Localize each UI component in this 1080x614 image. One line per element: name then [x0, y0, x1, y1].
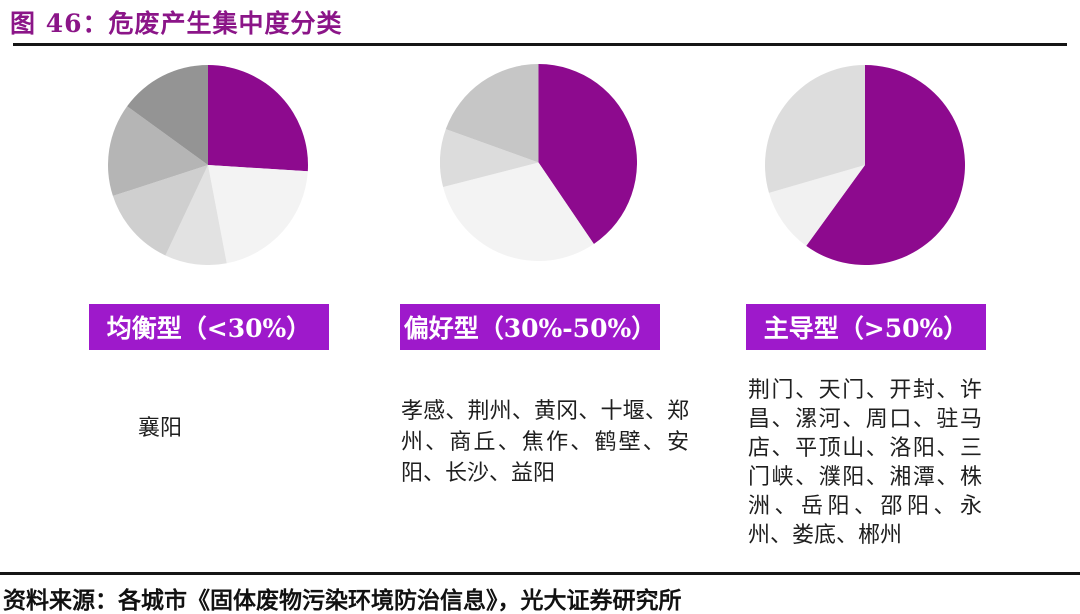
pie-slice [445, 64, 539, 163]
city-list-dominant: 荆门、天门、开封、许昌、漯河、周口、驻马店、平顶山、洛阳、三门峡、濮阳、湘潭、株… [748, 378, 982, 548]
city-list-balanced: 襄阳 [138, 416, 183, 441]
pie-slice [208, 165, 308, 264]
pie-slice [108, 106, 208, 196]
city-list-preference: 孝感、荆州、黄冈、十堰、郑州、商丘、焦作、鹤壁、安阳、长沙、益阳 [401, 399, 689, 486]
pie-slice [440, 129, 539, 187]
pie-slice [112, 165, 208, 256]
pie-slice [443, 162, 594, 261]
pie-chart-balanced [108, 65, 308, 265]
title-divider [13, 43, 1067, 46]
source-note: 资料来源：各城市《固体废物污染环境防治信息》，光大证券研究所 [3, 587, 682, 614]
category-label-balanced: 均衡型（<30%） [106, 314, 312, 343]
category-label-preference: 偏好型（30%-50%） [403, 314, 657, 343]
pie-slice [538, 64, 637, 244]
pie-slice [806, 65, 965, 265]
pie-slice [127, 65, 208, 165]
category-bar-balanced: 均衡型（<30%） [89, 304, 329, 350]
pie-slice [208, 65, 308, 172]
category-label-dominant: 主导型（>50%） [763, 314, 969, 343]
footer-divider [0, 572, 1080, 575]
figure-title: 图 46：危废产生集中度分类 [10, 9, 343, 38]
pie-chart-preference [440, 64, 637, 261]
pie-chart-dominant [765, 65, 965, 265]
pie-slice [765, 65, 865, 193]
pie-slice [165, 165, 227, 265]
pie-slice [768, 165, 865, 246]
category-bar-preference: 偏好型（30%-50%） [400, 304, 660, 350]
category-bar-dominant: 主导型（>50%） [746, 304, 986, 350]
